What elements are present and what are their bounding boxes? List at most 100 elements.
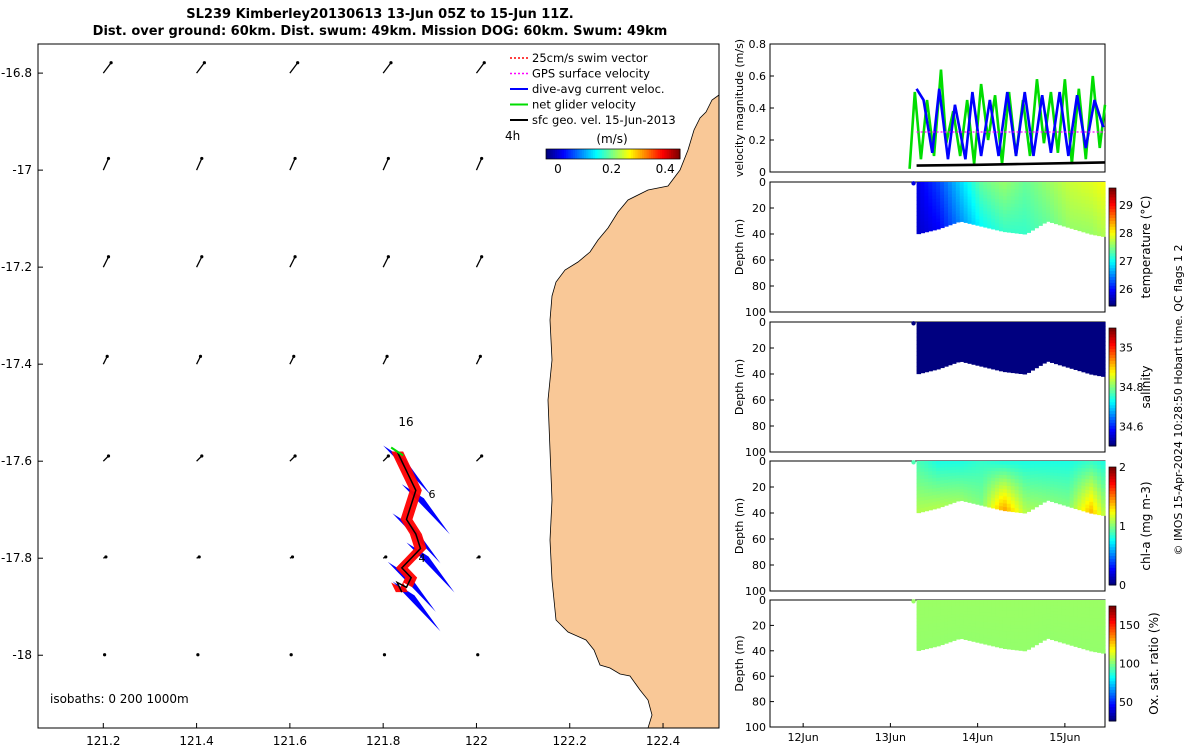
section-data-cell [1093, 464, 1098, 470]
section-data-cell [983, 210, 988, 215]
section-data-cell [1073, 215, 1079, 220]
section-data-cell [1034, 361, 1039, 365]
section-data-cell [971, 328, 977, 332]
section-data-cell [1077, 644, 1083, 649]
section-data-cell [916, 366, 922, 371]
section-data-cell [1018, 508, 1024, 514]
section-data-cell [924, 189, 929, 194]
section-data-cell [1081, 475, 1086, 480]
section-data-cell [944, 359, 949, 364]
section-data-cell [1018, 336, 1024, 341]
section-data-cell [947, 611, 953, 616]
section-data-cell [1061, 639, 1067, 644]
colorbar-tick-label: 0.4 [656, 162, 675, 176]
section-data-cell [991, 619, 996, 624]
section-data-cell [932, 366, 937, 371]
section-data-cell [1081, 361, 1086, 366]
section-data-cell [1085, 182, 1090, 187]
section-data-cell [1053, 620, 1059, 624]
section-data-cell [944, 609, 949, 613]
section-data-cell [1026, 621, 1032, 626]
section-data-cell [955, 480, 961, 485]
section-data-cell [1010, 358, 1016, 363]
section-start-marker [911, 181, 916, 186]
section-data-cell [1101, 503, 1106, 509]
section-data-cell [971, 638, 977, 642]
section-data-cell [924, 613, 929, 618]
section-data-cell [924, 182, 929, 187]
section-data-cell [987, 625, 992, 630]
section-data-cell [975, 488, 980, 493]
section-data-cell [971, 182, 977, 186]
section-data-cell [1050, 484, 1055, 488]
section-data-cell [1014, 607, 1020, 612]
section-data-cell [1030, 332, 1035, 337]
section-data-cell [1030, 616, 1035, 621]
section-data-cell [920, 489, 926, 495]
section-data-cell [987, 201, 992, 206]
section-data-cell [1073, 188, 1079, 193]
section-data-cell [1038, 325, 1043, 329]
section-data-cell [1022, 501, 1028, 507]
section-data-cell [1026, 214, 1032, 219]
section-data-cell [928, 356, 933, 361]
section-data-cell [947, 182, 953, 186]
section-data-cell [1026, 365, 1032, 370]
section-data-cell [924, 336, 929, 341]
section-data-cell [975, 200, 980, 205]
section-data-cell [1057, 352, 1063, 357]
section-data-cell [920, 358, 926, 363]
section-data-cell [1077, 627, 1083, 632]
section-data-cell [1022, 625, 1028, 630]
section-data-cell [987, 461, 992, 465]
section-data-cell [1046, 469, 1051, 473]
section-data-cell [955, 184, 961, 189]
section-data-cell [944, 340, 949, 345]
section-data-cell [1026, 464, 1032, 469]
section-data-cell [1101, 209, 1106, 214]
section-data-cell [987, 612, 992, 617]
colorbar-swatch [659, 149, 663, 159]
section-data-cell [1069, 622, 1075, 627]
section-data-cell [959, 338, 965, 343]
section-data-cell [1081, 325, 1086, 330]
section-data-cell [1101, 630, 1106, 635]
section-data-cell [1018, 196, 1024, 201]
section-data-cell [1030, 359, 1035, 364]
section-data-cell [1018, 182, 1024, 187]
section-data-cell [1061, 486, 1067, 490]
section-data-cell [924, 478, 929, 483]
section-data-cell [920, 507, 926, 513]
section-data-cell [1097, 231, 1102, 237]
section-data-cell [1085, 635, 1090, 640]
section-data-cell [928, 502, 933, 507]
section-data-cell [936, 639, 941, 644]
section-y-tick-label: 100 [745, 585, 766, 598]
map-x-tick-label: 121.6 [273, 734, 307, 748]
section-data-cell [987, 218, 992, 222]
section-data-cell [983, 499, 988, 504]
section-data-cell [1026, 638, 1032, 643]
section-data-cell [955, 347, 961, 352]
colorbar-swatch [559, 149, 563, 159]
section-data-cell [1085, 631, 1090, 637]
section-data-cell [951, 202, 957, 207]
section-data-cell [1077, 199, 1083, 204]
section-data-cell [1018, 207, 1024, 212]
section-data-cell [1101, 232, 1106, 237]
section-data-cell [1053, 602, 1059, 607]
colorbar-swatch [662, 149, 665, 159]
section-data-cell [983, 185, 988, 190]
section-data-cell [999, 467, 1004, 473]
section-data-cell [1081, 641, 1086, 646]
section-data-cell [1006, 189, 1012, 194]
section-data-cell [1057, 461, 1063, 465]
colorbar-swatch [561, 149, 565, 159]
section-colorbar-swatch [1109, 190, 1116, 195]
section-data-cell [1034, 214, 1039, 219]
section-data-cell [995, 481, 1000, 486]
time-x-tick-label: 12Jun [788, 731, 819, 744]
section-data-cell [1022, 610, 1028, 616]
section-data-cell [1006, 350, 1012, 355]
section-data-cell [1030, 488, 1035, 493]
